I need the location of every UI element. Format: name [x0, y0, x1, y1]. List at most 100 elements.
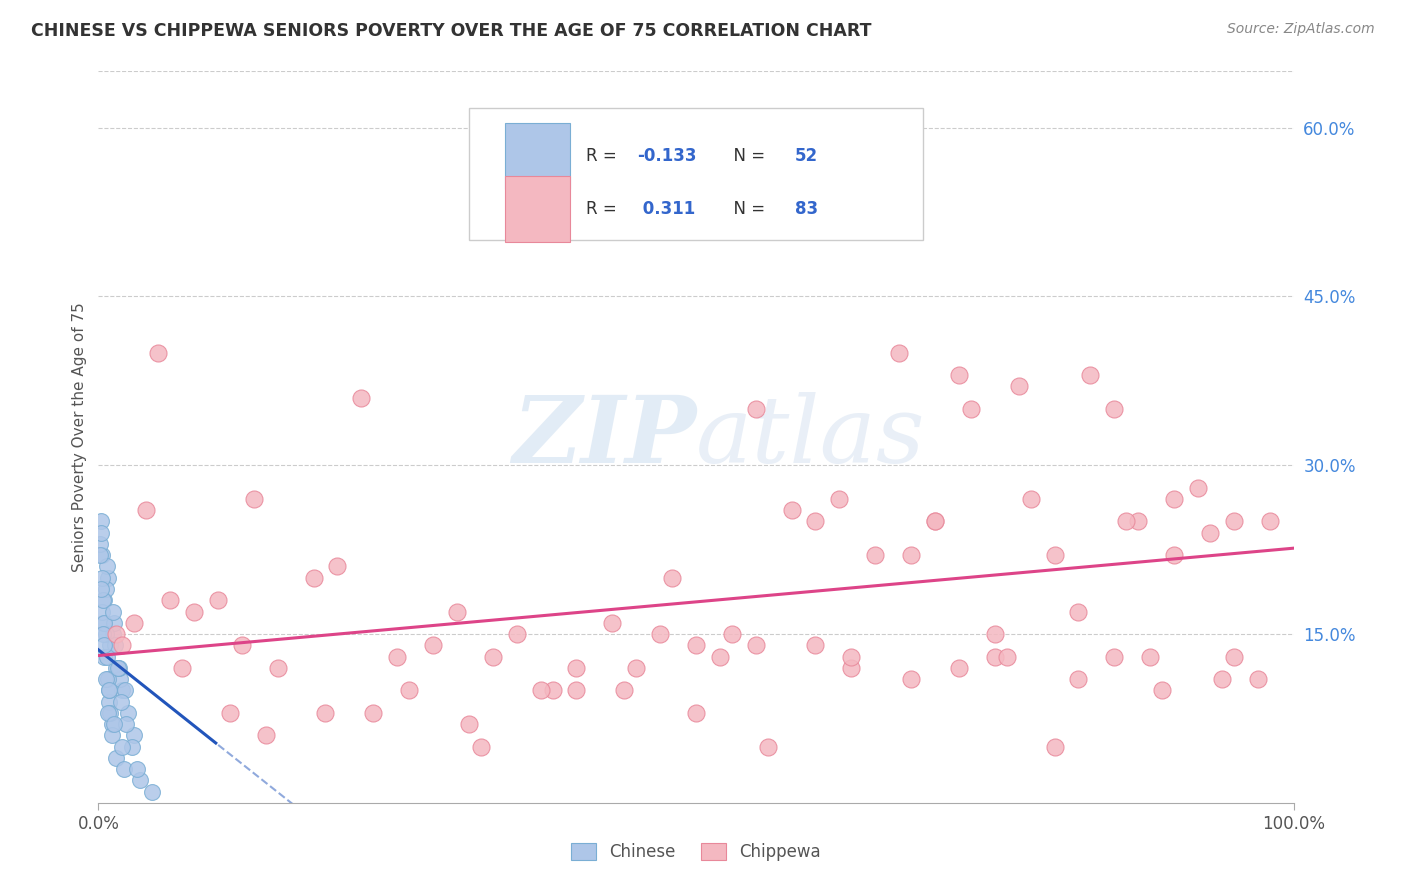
Point [1043, 548, 1066, 562]
Text: 0.311: 0.311 [637, 200, 696, 218]
Point [828, 491, 851, 506]
Text: atlas: atlas [696, 392, 925, 482]
Text: 83: 83 [796, 200, 818, 218]
Point [96, 559, 118, 574]
Point [650, 627, 672, 641]
Point [91, 627, 114, 641]
Point [91, 615, 114, 630]
Point [1223, 649, 1246, 664]
Point [254, 728, 277, 742]
Point [756, 739, 779, 754]
Point [98, 683, 121, 698]
Point [613, 683, 636, 698]
Text: CHINESE VS CHIPPEWA SENIORS POVERTY OVER THE AGE OF 75 CORRELATION CHART: CHINESE VS CHIPPEWA SENIORS POVERTY OVER… [31, 22, 872, 40]
Point [685, 638, 707, 652]
Point [458, 717, 481, 731]
Point [446, 605, 468, 619]
Text: -0.133: -0.133 [637, 147, 697, 165]
Point [1258, 515, 1281, 529]
Point [97, 706, 120, 720]
Legend: Chinese, Chippewa: Chinese, Chippewa [564, 836, 828, 868]
Point [924, 515, 946, 529]
Point [94, 627, 117, 641]
Point [105, 661, 128, 675]
FancyBboxPatch shape [505, 176, 571, 242]
Point [948, 368, 970, 383]
Point [93, 615, 115, 630]
Point [1223, 515, 1246, 529]
Point [93, 638, 115, 652]
Point [482, 649, 505, 664]
Point [91, 593, 114, 607]
Point [101, 627, 124, 641]
Point [745, 638, 768, 652]
Point [105, 751, 128, 765]
Point [125, 762, 148, 776]
Point [96, 649, 118, 664]
Point [1043, 739, 1066, 754]
Point [1163, 548, 1185, 562]
Point [1152, 683, 1174, 698]
Point [91, 571, 114, 585]
Point [91, 605, 114, 619]
Point [804, 515, 827, 529]
Point [422, 638, 444, 652]
Point [1067, 605, 1090, 619]
Point [115, 717, 138, 731]
Point [1008, 379, 1031, 393]
Point [159, 593, 181, 607]
Point [89, 548, 111, 562]
Point [267, 661, 290, 675]
Point [98, 694, 121, 708]
Text: ZIP: ZIP [512, 392, 696, 482]
Point [103, 717, 125, 731]
Point [97, 672, 120, 686]
Point [110, 694, 132, 708]
Text: Source: ZipAtlas.com: Source: ZipAtlas.com [1227, 22, 1375, 37]
Point [1104, 401, 1126, 416]
Point [721, 627, 744, 641]
Point [1104, 649, 1126, 664]
Text: 52: 52 [796, 147, 818, 165]
Point [865, 548, 887, 562]
Point [780, 503, 803, 517]
Point [661, 571, 683, 585]
Point [350, 391, 373, 405]
Point [98, 683, 121, 698]
Point [112, 762, 135, 776]
Point [541, 683, 564, 698]
Point [900, 548, 922, 562]
Point [129, 773, 152, 788]
Point [93, 649, 115, 664]
Point [107, 661, 129, 675]
Point [530, 683, 553, 698]
Point [1139, 649, 1161, 664]
Point [124, 728, 146, 742]
Point [565, 661, 588, 675]
Point [90, 582, 112, 596]
FancyBboxPatch shape [505, 123, 571, 189]
Point [841, 661, 863, 675]
Y-axis label: Seniors Poverty Over the Age of 75: Seniors Poverty Over the Age of 75 [72, 302, 87, 572]
Point [995, 649, 1018, 664]
Point [326, 559, 349, 574]
Point [101, 605, 124, 619]
Text: R =: R = [586, 147, 621, 165]
Point [1019, 491, 1042, 506]
Point [243, 491, 266, 506]
Point [94, 582, 117, 596]
Point [302, 571, 325, 585]
Point [709, 649, 731, 664]
Point [114, 683, 136, 698]
FancyBboxPatch shape [470, 108, 922, 240]
Point [1067, 672, 1090, 686]
Point [89, 537, 111, 551]
Point [924, 515, 946, 529]
Point [385, 649, 409, 664]
Point [398, 683, 420, 698]
Point [804, 638, 827, 652]
Point [121, 739, 143, 754]
Point [141, 784, 163, 798]
Text: N =: N = [724, 200, 770, 218]
Point [111, 739, 134, 754]
